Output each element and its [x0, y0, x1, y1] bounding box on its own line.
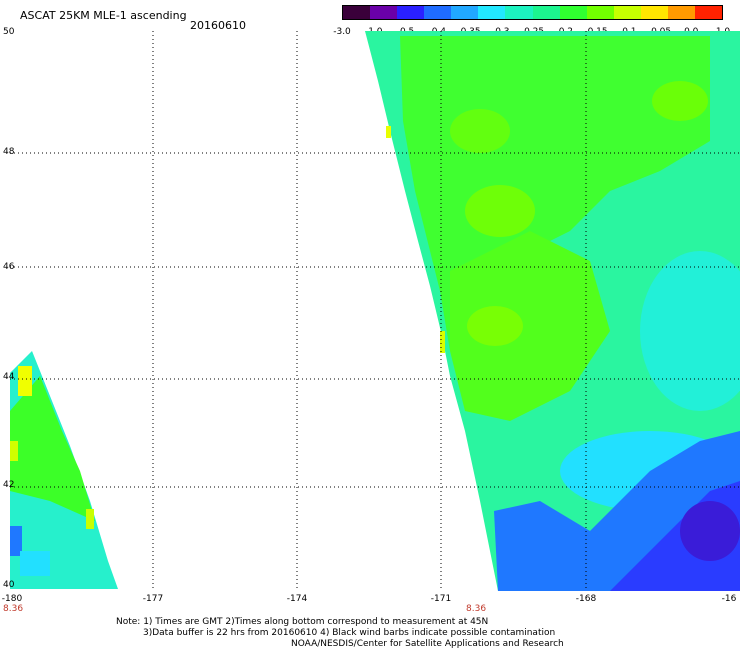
lon-label-180: -180 [1, 594, 23, 604]
swath-right-green-mid [450, 231, 610, 421]
orbit-time-label-left: 8.36 [3, 604, 24, 614]
lat-label-40: 40 [3, 580, 15, 590]
colorbar-swatch [586, 6, 614, 19]
colorbar-swatch [478, 6, 506, 19]
swath-right-yellow-edge [440, 331, 445, 353]
orbit-time-label-right: 8.36 [466, 604, 487, 614]
colorbar-swatch [559, 6, 587, 19]
lat-label-46: 46 [3, 262, 15, 272]
footnote-line-3: NOAA/NESDIS/Center for Satellite Applica… [291, 639, 564, 649]
swath-right-green-patch-a [450, 109, 510, 153]
swath-left-lime [86, 509, 94, 529]
colorbar-swatch [613, 6, 641, 19]
lon-label-177: -177 [142, 594, 164, 604]
footnote-line-2: 3)Data buffer is 22 hrs from 20160610 4)… [143, 628, 556, 638]
map-plot [10, 31, 740, 591]
colorbar-swatch [424, 6, 452, 19]
swath-right-green-patch-b [465, 185, 535, 237]
grid-lines [10, 31, 740, 591]
swath-right-indigo [680, 501, 740, 561]
colorbar [342, 5, 723, 20]
swath-left [10, 351, 118, 589]
colorbar-swatch [343, 6, 371, 19]
lat-label-50: 50 [3, 27, 15, 37]
swath-right-green-patch-c [467, 306, 523, 346]
lat-label-42: 42 [3, 480, 15, 490]
swath-left-yellow-2 [10, 441, 18, 461]
lat-label-44: 44 [3, 372, 15, 382]
lon-label-174: -174 [286, 594, 308, 604]
swath-right-yellow-edge-2 [386, 126, 391, 138]
lon-label-16: -16 [721, 594, 737, 604]
lat-label-48: 48 [3, 147, 15, 157]
colorbar-swatch [370, 6, 398, 19]
colorbar-swatch [505, 6, 533, 19]
colorbar-swatch [640, 6, 668, 19]
colorbar-swatch [532, 6, 560, 19]
lon-label-168: -168 [575, 594, 597, 604]
swath-left-blue [10, 526, 22, 556]
swath-left-cyan [20, 551, 50, 576]
colorbar-label: -3.0 [333, 27, 351, 37]
lon-label-171: -171 [430, 594, 452, 604]
footnote-line-1: Note: 1) Times are GMT 2)Times along bot… [116, 617, 489, 627]
swath-left-yellow [18, 366, 32, 396]
swath-left-green [10, 376, 95, 521]
map-title: ASCAT 25KM MLE-1 ascending [20, 9, 187, 22]
map-date: 20160610 [190, 19, 246, 32]
swath-right-green-patch-d [652, 81, 708, 121]
colorbar-swatch [397, 6, 425, 19]
colorbar-swatch [451, 6, 479, 19]
swath-right [365, 31, 740, 591]
footnotes: Note: 1) Times are GMT 2)Times along bot… [116, 617, 564, 650]
colorbar-swatch [695, 6, 723, 19]
colorbar-swatch [667, 6, 696, 19]
swath-right-cyan-east [640, 251, 740, 411]
